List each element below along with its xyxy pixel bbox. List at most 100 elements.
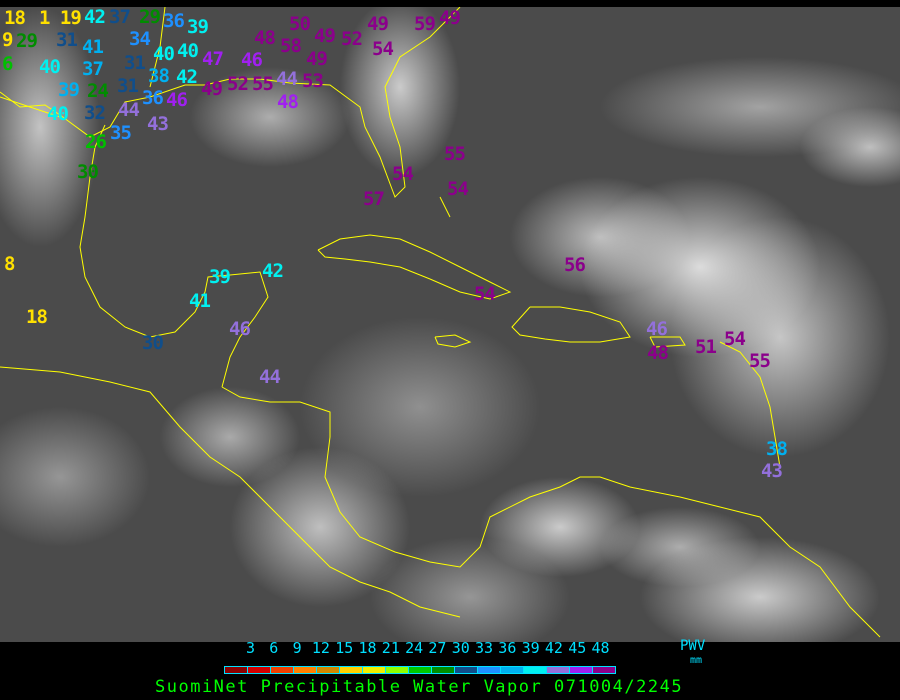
station-pwv-label: 44 (259, 366, 281, 388)
station-pwv-label: 55 (252, 73, 274, 95)
station-pwv-label: 42 (84, 7, 106, 28)
station-pwv-label: 49 (306, 48, 328, 70)
station-pwv-label: 55 (749, 350, 771, 372)
station-pwv-label: 42 (176, 66, 198, 88)
legend-tick-label: 39 (521, 639, 540, 657)
legend-color-swatch (317, 667, 340, 673)
station-pwv-label: 30 (77, 161, 99, 183)
station-pwv-label: 46 (166, 89, 188, 111)
station-pwv-label: 18 (26, 306, 48, 328)
legend-tick-label: 9 (292, 639, 302, 657)
legend-tick-label: 18 (358, 639, 377, 657)
station-pwv-label: 58 (280, 35, 302, 57)
legend-tick-label: 33 (475, 639, 494, 657)
station-pwv-label: 8 (4, 253, 15, 275)
central-america-coast (221, 386, 881, 638)
station-pwv-label: 35 (110, 122, 132, 144)
station-pwv-label: 18 (4, 7, 26, 29)
station-pwv-label: 48 (277, 91, 299, 113)
legend-tick-label: 45 (568, 639, 587, 657)
station-pwv-label: 53 (302, 70, 324, 92)
station-pwv-label: 40 (153, 43, 175, 65)
station-pwv-label: 38 (148, 65, 170, 87)
station-pwv-label: 54 (474, 283, 496, 305)
mexico-border (0, 96, 61, 118)
station-pwv-label: 29 (139, 7, 161, 28)
station-pwv-label: 56 (564, 254, 586, 276)
color-legend: 3 6 9 12 15 18 21 24 27 30 33 36 39 42 45 48 PWV mm Suo… (0, 638, 900, 700)
legend-color-swatch (409, 667, 432, 673)
legend-color-swatch (478, 667, 501, 673)
station-pwv-label: 52 (227, 73, 249, 95)
station-pwv-label: 48 (254, 27, 276, 49)
station-pwv-label: 59 (414, 13, 436, 35)
station-pwv-label: 55 (444, 143, 466, 165)
legend-unit-label: PWV (680, 638, 706, 654)
station-pwv-label: 9 (2, 29, 13, 51)
station-pwv-label: 40 (39, 56, 61, 78)
station-pwv-label: 32 (84, 102, 106, 124)
legend-color-swatch (248, 667, 271, 673)
station-pwv-label: 50 (289, 13, 311, 35)
station-pwv-label: 54 (724, 328, 746, 350)
station-pwv-label: 44 (276, 68, 298, 90)
legend-color-swatch (593, 667, 615, 673)
station-pwv-label: 49 (314, 25, 336, 47)
station-pwv-label: 40 (177, 40, 199, 62)
station-pwv-label: 31 (56, 29, 78, 51)
station-pwv-label: 57 (363, 188, 385, 210)
legend-color-swatch (386, 667, 409, 673)
station-pwv-label: 38 (766, 438, 788, 460)
legend-unit-mm: mm (690, 655, 703, 666)
legend-tick-label: 12 (311, 639, 330, 657)
station-pwv-label: 39 (187, 16, 209, 38)
station-pwv-label: 36 (142, 87, 164, 109)
station-pwv-label: 44 (118, 99, 140, 121)
legend-tick-label: 42 (544, 639, 563, 657)
station-pwv-label: 54 (447, 178, 469, 200)
legend-tick-label: 30 (451, 639, 470, 657)
map-title: SuomiNet Precipitable Water Vapor 071004… (155, 677, 684, 697)
puerto-rico-coast (649, 336, 686, 348)
us-gulf-coast (0, 7, 461, 198)
station-pwv-label: 46 (646, 318, 668, 340)
legend-tick-label: 36 (498, 639, 517, 657)
state-borders (149, 7, 166, 88)
legend-color-swatch (455, 667, 478, 673)
station-pwv-label: 46 (241, 49, 263, 71)
station-pwv-label: 24 (87, 80, 109, 102)
legend-color-swatch (547, 667, 570, 673)
legend-color-swatch (432, 667, 455, 673)
legend-tick-label: 6 (269, 639, 279, 657)
station-pwv-label: 52 (341, 28, 363, 50)
station-pwv-label: 37 (109, 7, 131, 28)
legend-color-swatch (524, 667, 547, 673)
legend-color-swatch (271, 667, 294, 673)
legend-color-swatch (340, 667, 363, 673)
legend-color-swatch (294, 667, 317, 673)
bahamas (439, 196, 451, 218)
station-pwv-label: 40 (47, 103, 69, 125)
station-pwv-label: 36 (163, 10, 185, 32)
station-pwv-label: 43 (147, 113, 169, 135)
station-pwv-label: 1 19 (39, 7, 82, 29)
station-pwv-label: 54 (372, 38, 394, 60)
station-pwv-label: 31 (124, 52, 146, 74)
station-pwv-label: 49 (201, 78, 223, 100)
texas-mexico-coast (79, 124, 269, 388)
station-pwv-label: 41 (82, 36, 104, 58)
legend-color-swatch (570, 667, 593, 673)
station-pwv-label: 39 (209, 266, 231, 288)
legend-tick-label: 3 (246, 639, 256, 657)
station-pwv-label: 26 (85, 131, 107, 153)
legend-color-swatch (501, 667, 524, 673)
station-pwv-label: 49 (367, 13, 389, 35)
legend-tick-label: 48 (591, 639, 610, 657)
station-pwv-label: 49 (439, 7, 461, 29)
station-pwv-label: 39 (58, 79, 80, 101)
legend-tick-label: 24 (405, 639, 424, 657)
station-pwv-label: 46 (229, 318, 251, 340)
station-pwv-label: 48 (647, 342, 669, 364)
legend-tick-label: 21 (381, 639, 400, 657)
